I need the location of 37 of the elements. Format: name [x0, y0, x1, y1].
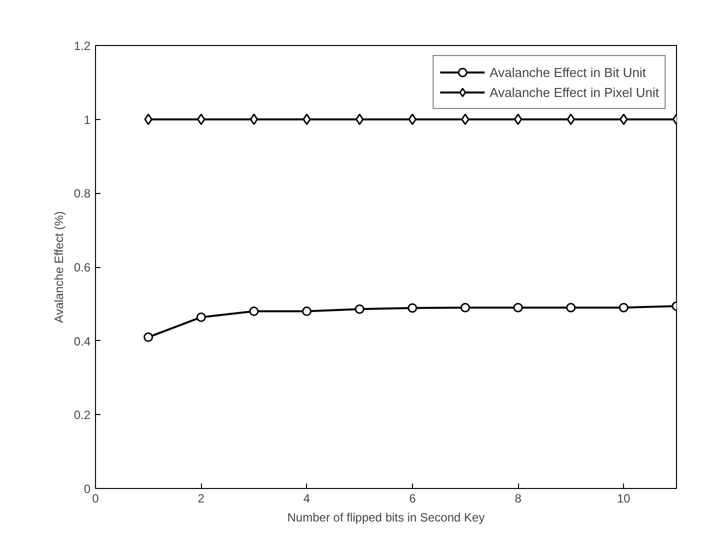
x-axis-title: Number of flipped bits in Second Key: [287, 510, 485, 524]
point: [620, 114, 628, 126]
y-tick-label: 0.2: [74, 408, 91, 422]
point: [144, 332, 154, 342]
point: [460, 302, 470, 312]
x-tick-label: 8: [514, 492, 522, 506]
y-tick-label: 0: [84, 482, 91, 496]
point: [513, 302, 523, 312]
y-axis-title: Avalanche Effect (%): [52, 211, 66, 323]
legend-label: Avalanche Effect in Bit Unit: [490, 64, 646, 80]
point: [461, 114, 470, 126]
legend-label: Avalanche Effect in Pixel Unit: [490, 84, 659, 100]
y-tick-label: 0.4: [74, 334, 91, 348]
point: [408, 114, 416, 126]
point: [302, 306, 312, 316]
point: [302, 114, 311, 126]
point: [566, 302, 576, 312]
y-tick-label: 1: [84, 112, 91, 127]
y-tick-label: 1.2: [74, 39, 91, 53]
point: [196, 312, 206, 322]
y-tick-label: 0.6: [74, 260, 91, 274]
point: [249, 306, 259, 316]
x-tick-label: 6: [409, 492, 416, 506]
x-tick-label: 2: [198, 492, 205, 506]
point: [250, 114, 258, 126]
point: [356, 114, 364, 126]
point: [566, 114, 575, 126]
y-tick-label: 0.8: [74, 186, 91, 201]
point: [514, 114, 522, 126]
point: [144, 114, 152, 126]
x-tick-label: 10: [617, 492, 631, 506]
point: [354, 304, 364, 314]
point: [197, 114, 206, 126]
point: [618, 302, 628, 312]
x-tick-label: 0: [92, 492, 100, 506]
point: [408, 303, 418, 313]
x-tick-label: 4: [303, 492, 310, 506]
